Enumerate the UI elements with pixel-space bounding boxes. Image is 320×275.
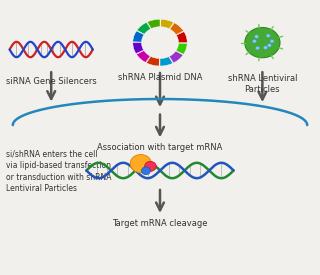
Wedge shape xyxy=(160,57,173,66)
Circle shape xyxy=(264,46,268,50)
Wedge shape xyxy=(147,19,160,29)
Text: shRNA Lentiviral
Particles: shRNA Lentiviral Particles xyxy=(228,74,297,94)
Circle shape xyxy=(130,155,151,173)
Circle shape xyxy=(252,40,256,43)
Wedge shape xyxy=(176,43,187,54)
Wedge shape xyxy=(161,19,173,29)
Circle shape xyxy=(266,34,270,38)
Text: si/shRNA enters the cell
via lipid-based transfection
or transduction with shRNA: si/shRNA enters the cell via lipid-based… xyxy=(6,150,112,193)
Circle shape xyxy=(254,35,259,38)
Circle shape xyxy=(255,46,260,50)
Circle shape xyxy=(270,40,274,43)
Wedge shape xyxy=(136,51,150,62)
Text: Target mRNA cleavage: Target mRNA cleavage xyxy=(112,219,208,228)
Text: Association with target mRNA: Association with target mRNA xyxy=(97,143,223,152)
Wedge shape xyxy=(169,51,183,63)
Wedge shape xyxy=(133,43,144,54)
Wedge shape xyxy=(133,31,144,42)
Wedge shape xyxy=(146,56,159,66)
Text: shRNA Plasmid DNA: shRNA Plasmid DNA xyxy=(118,73,202,82)
Circle shape xyxy=(268,43,271,47)
Wedge shape xyxy=(170,23,184,35)
Wedge shape xyxy=(176,32,187,43)
Circle shape xyxy=(245,28,280,58)
Circle shape xyxy=(141,27,179,59)
Text: siRNA Gene Silencers: siRNA Gene Silencers xyxy=(6,77,97,86)
Circle shape xyxy=(145,161,156,171)
Wedge shape xyxy=(137,22,151,34)
Circle shape xyxy=(141,167,150,175)
